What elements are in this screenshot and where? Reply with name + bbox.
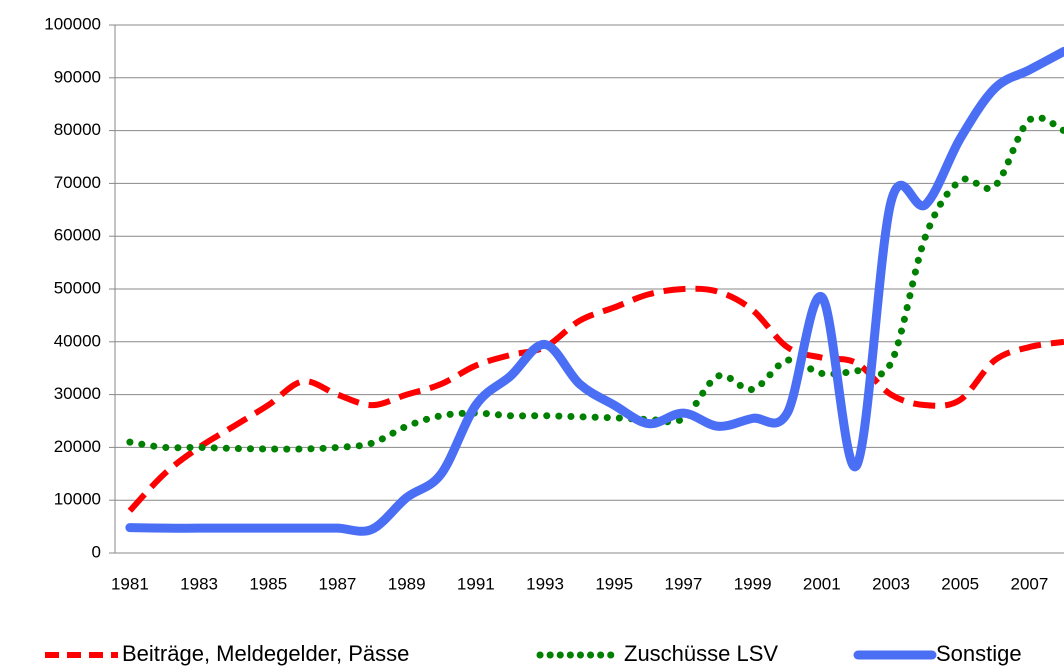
legend-label: Zuschüsse LSV [624,641,778,666]
y-tick-label: 10000 [54,490,101,509]
y-tick-label: 60000 [54,226,101,245]
x-tick-label: 1983 [180,574,218,593]
y-tick-label: 40000 [54,331,101,350]
y-tick-label: 30000 [54,384,101,403]
x-tick-label: 1987 [319,574,357,593]
y-tick-label: 80000 [54,120,101,139]
legend-label: Beiträge, Meldegelder, Pässe [122,641,409,666]
legend-label: Sonstige [936,641,1022,666]
y-tick-label: 70000 [54,173,101,192]
x-tick-label: 1995 [595,574,633,593]
x-tick-label: 2003 [872,574,910,593]
x-tick-label: 1997 [665,574,703,593]
x-tick-label: 1993 [526,574,564,593]
y-tick-label: 20000 [54,437,101,456]
x-tick-label: 1991 [457,574,495,593]
x-tick-label: 1999 [734,574,772,593]
series-line [127,285,1064,513]
series-line [126,114,1064,453]
x-tick-label: 1989 [388,574,426,593]
y-tick-label: 0 [92,542,101,561]
x-tick-label: 2007 [1010,574,1048,593]
x-tick-label: 1981 [111,574,149,593]
y-tick-label: 90000 [54,67,101,86]
series-line [125,46,1064,536]
y-tick-label: 100000 [44,14,101,33]
x-tick-label: 2001 [803,574,841,593]
x-tick-label: 1985 [249,574,287,593]
x-tick-label: 2005 [941,574,979,593]
y-tick-label: 50000 [54,278,101,297]
